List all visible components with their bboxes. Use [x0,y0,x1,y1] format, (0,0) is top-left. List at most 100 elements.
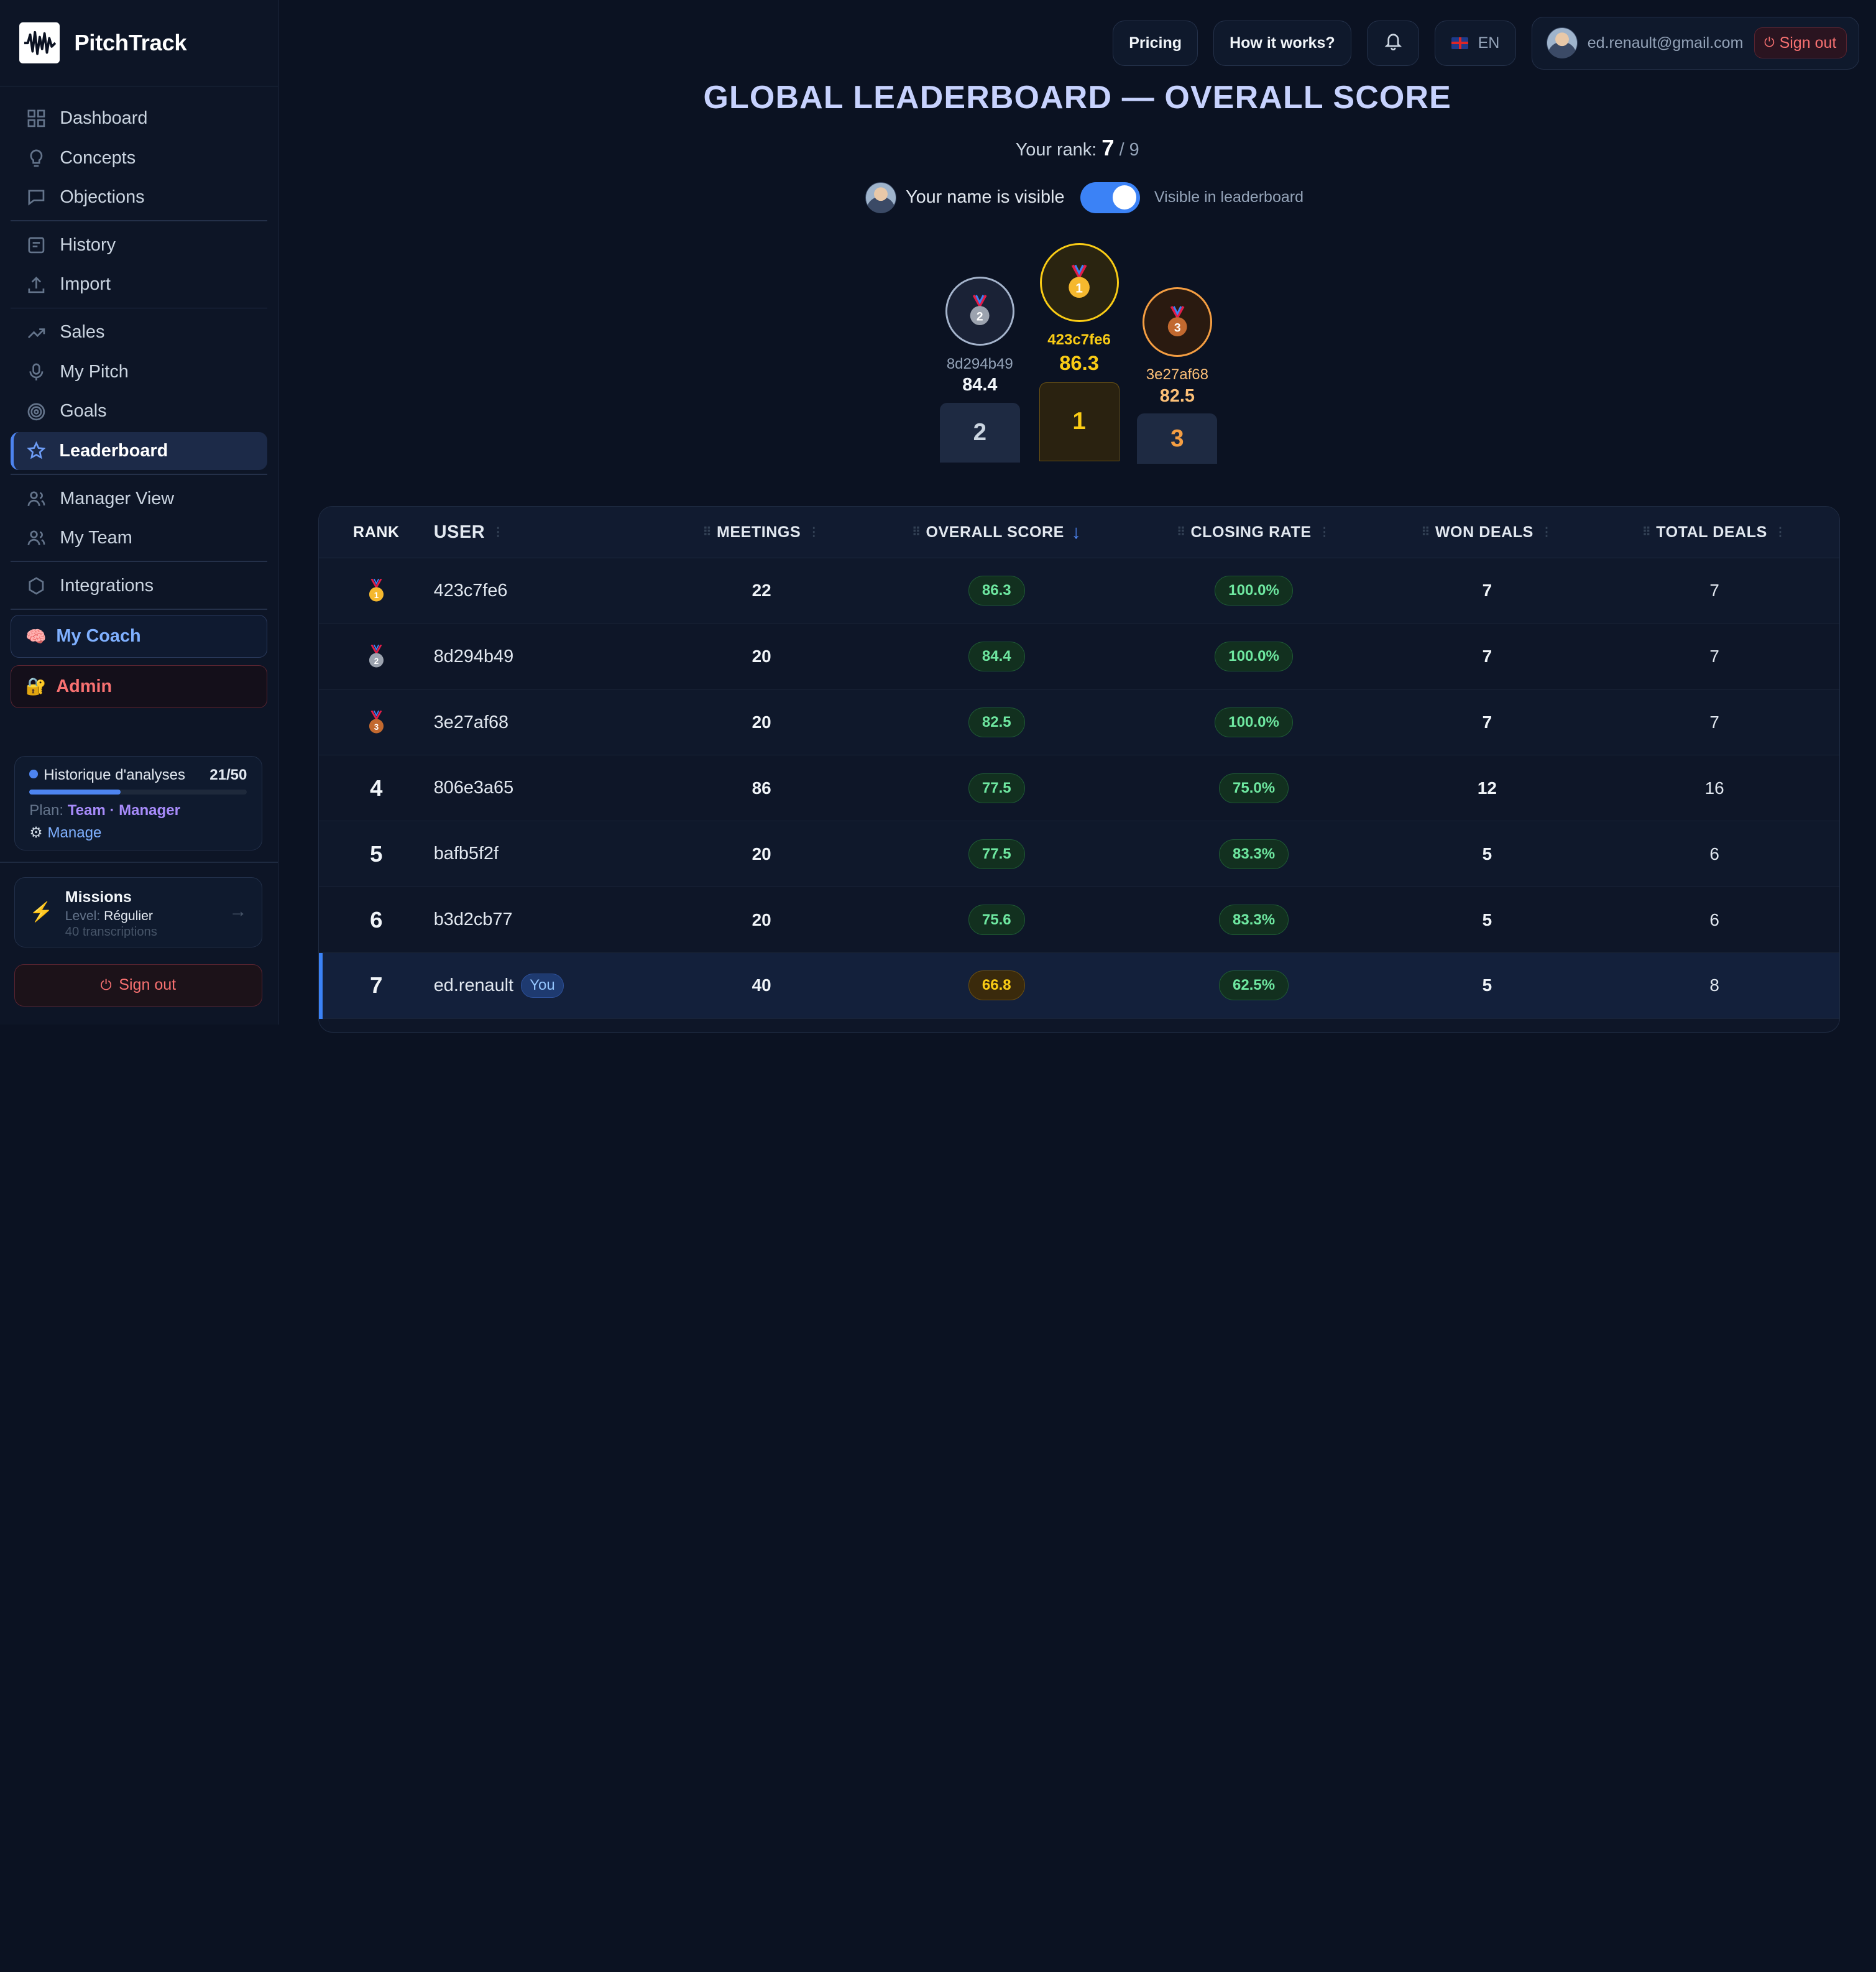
closing-rate-badge: 62.5% [1218,970,1289,1001]
rank-number: 7 [1101,135,1115,161]
sidebar-item-label: Dashboard [60,108,148,129]
brand[interactable]: PitchTrack [0,0,278,86]
top-sign-out-button[interactable]: ⏻ Sign out [1754,27,1847,59]
user-menu: ed.renault@gmail.com ⏻ Sign out [1532,16,1859,70]
rank-cell: 5 [370,841,383,867]
sidebar-item-my-team[interactable]: My Team [11,519,267,558]
top-bar: Pricing How it works? EN ed.renault@gmai… [1113,16,1859,70]
svg-text:3: 3 [1174,321,1181,334]
sidebar-item-concepts[interactable]: Concepts [11,139,267,177]
missions-title: Missions [65,888,132,906]
app-root: PitchTrack Dashboard Concepts Objections… [0,0,1859,1033]
table-row[interactable]: 1 423c7fe6 22 86.3 100.0% 7 7 [318,558,1840,624]
bronze-medal-icon: 3 [368,710,385,734]
closing-rate-cell: 62.5% [1143,970,1364,1001]
status-dot-icon [29,770,38,778]
user-name: bafb5f2f [433,844,499,864]
sidebar-item-import[interactable]: Import [11,265,267,304]
table-row[interactable]: 3 3e27af68 20 82.5 100.0% 7 7 [318,689,1840,756]
closing-rate-badge: 100.0% [1215,576,1294,606]
header-label: CLOSING RATE [1190,523,1312,541]
bell-icon [1384,31,1403,55]
language-selector[interactable]: EN [1435,20,1517,66]
column-closing-rate[interactable]: ⠿ CLOSING RATE ⋮ [1143,523,1364,541]
score-cell: 77.5 [850,839,1144,869]
sidebar-item-my-pitch[interactable]: My Pitch [11,353,267,392]
notifications-button[interactable] [1366,20,1420,66]
sidebar-item-leaderboard[interactable]: Leaderboard [11,431,268,471]
admin-button[interactable]: 🔐 Admin [11,665,268,709]
sidebar-item-label: Integrations [60,576,154,596]
mic-icon [26,362,47,382]
column-meetings[interactable]: ⠿ MEETINGS ⋮ [673,523,850,541]
closing-rate-cell: 83.3% [1143,905,1364,935]
user-cell: 3e27af68 [434,712,673,733]
sidebar-item-label: Goals [60,401,107,422]
total-deals-cell: 6 [1709,910,1719,929]
column-user[interactable]: USER ⋮ [434,522,673,543]
user-name: 423c7fe6 [433,580,508,601]
column-total-deals[interactable]: ⠿ TOTAL DEALS ⋮ [1610,523,1819,541]
header-label: WON DEALS [1435,523,1533,541]
table-row[interactable]: 6 b3d2cb77 20 75.6 83.3% 5 6 [318,887,1840,953]
table-row[interactable]: 5 bafb5f2f 20 77.5 83.3% 5 6 [318,821,1840,888]
table-row[interactable]: 2 8d294b49 20 84.4 100.0% 7 7 [318,624,1840,690]
total-deals-cell: 7 [1709,581,1719,601]
table-body: 1 423c7fe6 22 86.3 100.0% 7 7 2 8d294b49 20 84.4 10… [318,558,1840,1019]
history-icon [26,235,47,256]
missions-text: Missions Level: Régulier 40 transcriptio… [65,888,157,939]
my-coach-button[interactable]: 🧠 My Coach [11,615,268,658]
upload-icon [26,275,47,295]
user-email: ed.renault@gmail.com [1587,34,1744,52]
sort-desc-icon: ↓ [1071,521,1082,543]
sort-icon: ⋮ [1318,526,1331,540]
score-cell: 82.5 [850,707,1144,738]
my-coach-label: My Coach [56,626,141,647]
visibility-toggle[interactable] [1080,182,1140,213]
sidebar-item-manager-view[interactable]: Manager View [11,480,267,518]
total-deals-cell: 7 [1709,712,1719,732]
column-rank[interactable]: RANK [319,523,434,541]
won-deals-cell: 7 [1482,712,1492,732]
sidebar-item-goals[interactable]: Goals [11,392,267,431]
table-row[interactable]: 4 806e3a65 86 77.5 75.0% 12 16 [318,755,1840,822]
closing-rate-cell: 83.3% [1143,839,1364,869]
podium-first: 1 423c7fe6 86.3 1 [1037,242,1121,461]
lock-icon: 🔐 [25,677,47,696]
level-value: Régulier [104,908,153,923]
chat-icon [26,187,47,208]
missions-card[interactable]: ⚡ Missions Level: Régulier 40 transcript… [14,877,262,948]
meetings-cell: 20 [752,910,771,929]
sidebar-divider [0,861,279,863]
sidebar-item-label: Objections [60,187,145,208]
column-overall-score[interactable]: ⠿ OVERALL SCORE ↓ [850,521,1144,543]
sidebar-item-dashboard[interactable]: Dashboard [11,99,267,138]
manage-link[interactable]: ⚙ Manage [29,824,247,842]
lightning-icon: ⚡ [29,901,53,923]
missions-transcriptions: 40 transcriptions [65,924,157,939]
nav-divider [11,561,268,563]
score-badge: 77.5 [968,773,1025,803]
total-deals-cell: 7 [1709,647,1719,666]
score-badge: 86.3 [968,576,1025,606]
user-cell: b3d2cb77 [434,910,673,930]
sidebar-item-sales[interactable]: Sales [11,313,267,352]
sidebar-item-label: My Pitch [60,361,129,382]
how-it-works-button[interactable]: How it works? [1213,20,1351,66]
column-won-deals[interactable]: ⠿ WON DEALS ⋮ [1364,523,1610,541]
pricing-button[interactable]: Pricing [1113,20,1198,66]
sidebar-item-history[interactable]: History [11,226,267,265]
lightbulb-icon [26,148,47,168]
sidebar-item-objections[interactable]: Objections [11,178,267,217]
user-name: b3d2cb77 [433,910,513,930]
closing-rate-cell: 100.0% [1143,576,1364,606]
brain-icon: 🧠 [25,627,47,646]
sidebar-sign-out-button[interactable]: ⏻ Sign out [14,964,262,1007]
avatar[interactable] [1547,27,1578,59]
sidebar-item-integrations[interactable]: Integrations [11,567,267,606]
table-row[interactable]: 7 ed.renault You 40 66.8 62.5% 5 8 [318,952,1840,1019]
header-label: RANK [353,523,400,541]
podium-second: 2 8d294b49 84.4 2 [936,276,1024,463]
team-icon [26,528,47,549]
quota-count: 21/50 [209,766,247,783]
